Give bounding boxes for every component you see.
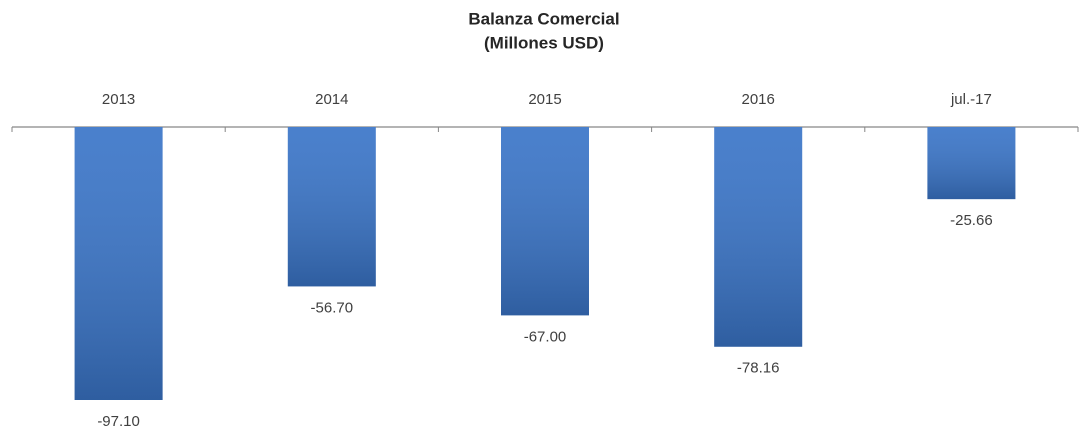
x-tick-label: 2014 (315, 91, 348, 108)
chart-title: Balanza Comercial (468, 9, 619, 28)
bar-shade (74, 127, 163, 400)
bar-shade (714, 127, 803, 347)
x-tick-label: 2016 (742, 91, 775, 108)
x-tick-label: 2013 (102, 91, 135, 108)
bar-shade (287, 127, 376, 287)
data-label: -25.66 (950, 212, 993, 229)
chart-subtitle: (Millones USD) (484, 33, 604, 52)
x-tick-label: 2015 (528, 91, 561, 108)
bar-shade (501, 127, 589, 316)
data-label: -56.70 (311, 299, 354, 316)
data-label: -67.00 (524, 328, 567, 345)
data-label: -78.16 (737, 360, 780, 377)
bar-shade (927, 127, 1016, 200)
x-tick-label: jul.-17 (950, 91, 992, 108)
data-label: -97.10 (97, 413, 140, 430)
